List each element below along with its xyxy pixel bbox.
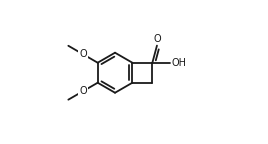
Text: O: O bbox=[79, 86, 87, 96]
Text: O: O bbox=[79, 49, 87, 59]
Text: OH: OH bbox=[171, 58, 186, 68]
Text: O: O bbox=[153, 34, 161, 44]
